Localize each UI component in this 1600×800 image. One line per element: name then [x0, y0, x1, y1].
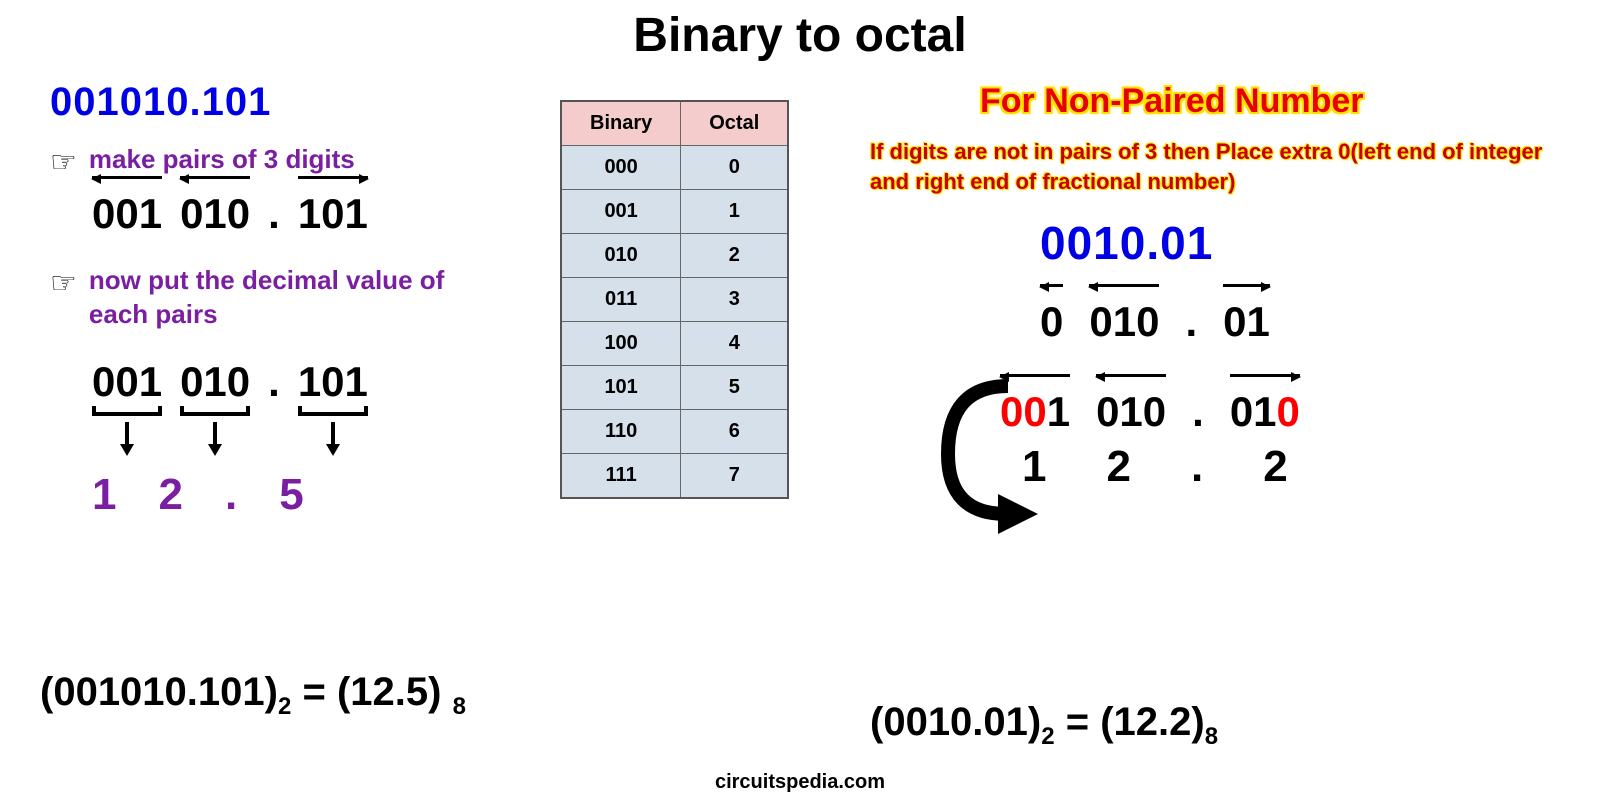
- group: 001: [92, 190, 162, 238]
- table-row: 1004: [561, 322, 788, 366]
- table-header: Binary: [561, 101, 681, 146]
- table-row: 1015: [561, 366, 788, 410]
- right-heading: For Non-Paired Number: [980, 82, 1570, 121]
- group: 010: [1230, 388, 1300, 436]
- table-row: 0011: [561, 190, 788, 234]
- step-2-text: now put the decimal value of each pairs: [89, 264, 490, 332]
- table-cell: 2: [681, 234, 789, 278]
- step-2: ☞ now put the decimal value of each pair…: [50, 264, 490, 332]
- right-groups-padded: 001 010 . 010: [1000, 388, 1570, 436]
- group: 010: [180, 358, 250, 406]
- table-cell: 000: [561, 146, 681, 190]
- left-result: 1 2 . 5: [92, 470, 490, 520]
- left-equation: (001010.101)2 = (12.5) 8: [40, 670, 466, 721]
- result-digit: 2: [158, 470, 182, 520]
- table-cell: 010: [561, 234, 681, 278]
- left-groups-1: 001 010 . 101: [92, 190, 490, 238]
- table-cell: 3: [681, 278, 789, 322]
- result-digit: 5: [279, 470, 303, 520]
- group: 001: [92, 358, 162, 406]
- table-cell: 5: [681, 366, 789, 410]
- left-panel: 001010.101 ☞ make pairs of 3 digits 001 …: [50, 80, 490, 520]
- result-digit: 1: [92, 470, 116, 520]
- table-cell: 001: [561, 190, 681, 234]
- result-digit: 2: [1263, 442, 1287, 492]
- table-row: 1106: [561, 410, 788, 454]
- table-row: 0113: [561, 278, 788, 322]
- decimal-dot: .: [225, 470, 237, 520]
- pointing-hand-icon: ☞: [50, 266, 77, 301]
- group: 01: [1223, 298, 1270, 346]
- page-title: Binary to octal: [0, 8, 1600, 63]
- conversion-table: Binary Octal 000000110102011310041015110…: [560, 100, 789, 499]
- right-note: If digits are not in pairs of 3 then Pla…: [870, 137, 1570, 196]
- group: 010: [180, 190, 250, 238]
- table-header: Octal: [681, 101, 789, 146]
- group: 010: [1096, 388, 1166, 436]
- right-equation: (0010.01)2 = (12.2)8: [870, 700, 1218, 751]
- step-1-text: make pairs of 3 digits: [89, 143, 355, 177]
- result-digit: 2: [1106, 442, 1130, 492]
- decimal-dot: .: [1191, 442, 1203, 492]
- group: 101: [298, 358, 368, 406]
- table-cell: 6: [681, 410, 789, 454]
- pointing-hand-icon: ☞: [50, 145, 77, 180]
- table-cell: 011: [561, 278, 681, 322]
- table-cell: 7: [681, 454, 789, 499]
- right-panel: For Non-Paired Number If digits are not …: [870, 82, 1570, 492]
- group: 010: [1089, 298, 1159, 346]
- decimal-dot: .: [1185, 298, 1197, 346]
- watermark: circuitspedia.com: [0, 771, 1600, 794]
- step-1: ☞ make pairs of 3 digits: [50, 143, 490, 180]
- decimal-dot: .: [1192, 388, 1204, 436]
- table-cell: 0: [681, 146, 789, 190]
- left-groups-2: 001 010 . 101: [92, 358, 490, 406]
- right-groups-before: 0 010 . 01: [1040, 298, 1570, 346]
- table-row: 0102: [561, 234, 788, 278]
- decimal-dot: .: [268, 358, 280, 406]
- group: 0: [1040, 298, 1063, 346]
- group: 101: [298, 190, 368, 238]
- table-cell: 111: [561, 454, 681, 499]
- table-row: 0000: [561, 146, 788, 190]
- decimal-dot: .: [268, 190, 280, 238]
- table-cell: 4: [681, 322, 789, 366]
- right-input: 0010.01: [1040, 216, 1570, 270]
- table-cell: 100: [561, 322, 681, 366]
- table-cell: 101: [561, 366, 681, 410]
- table-cell: 1: [681, 190, 789, 234]
- table-row: 1117: [561, 454, 788, 499]
- group: 001: [1000, 388, 1070, 436]
- table-cell: 110: [561, 410, 681, 454]
- right-result: 1 2 . 2: [1022, 442, 1570, 492]
- left-input: 001010.101: [50, 80, 490, 125]
